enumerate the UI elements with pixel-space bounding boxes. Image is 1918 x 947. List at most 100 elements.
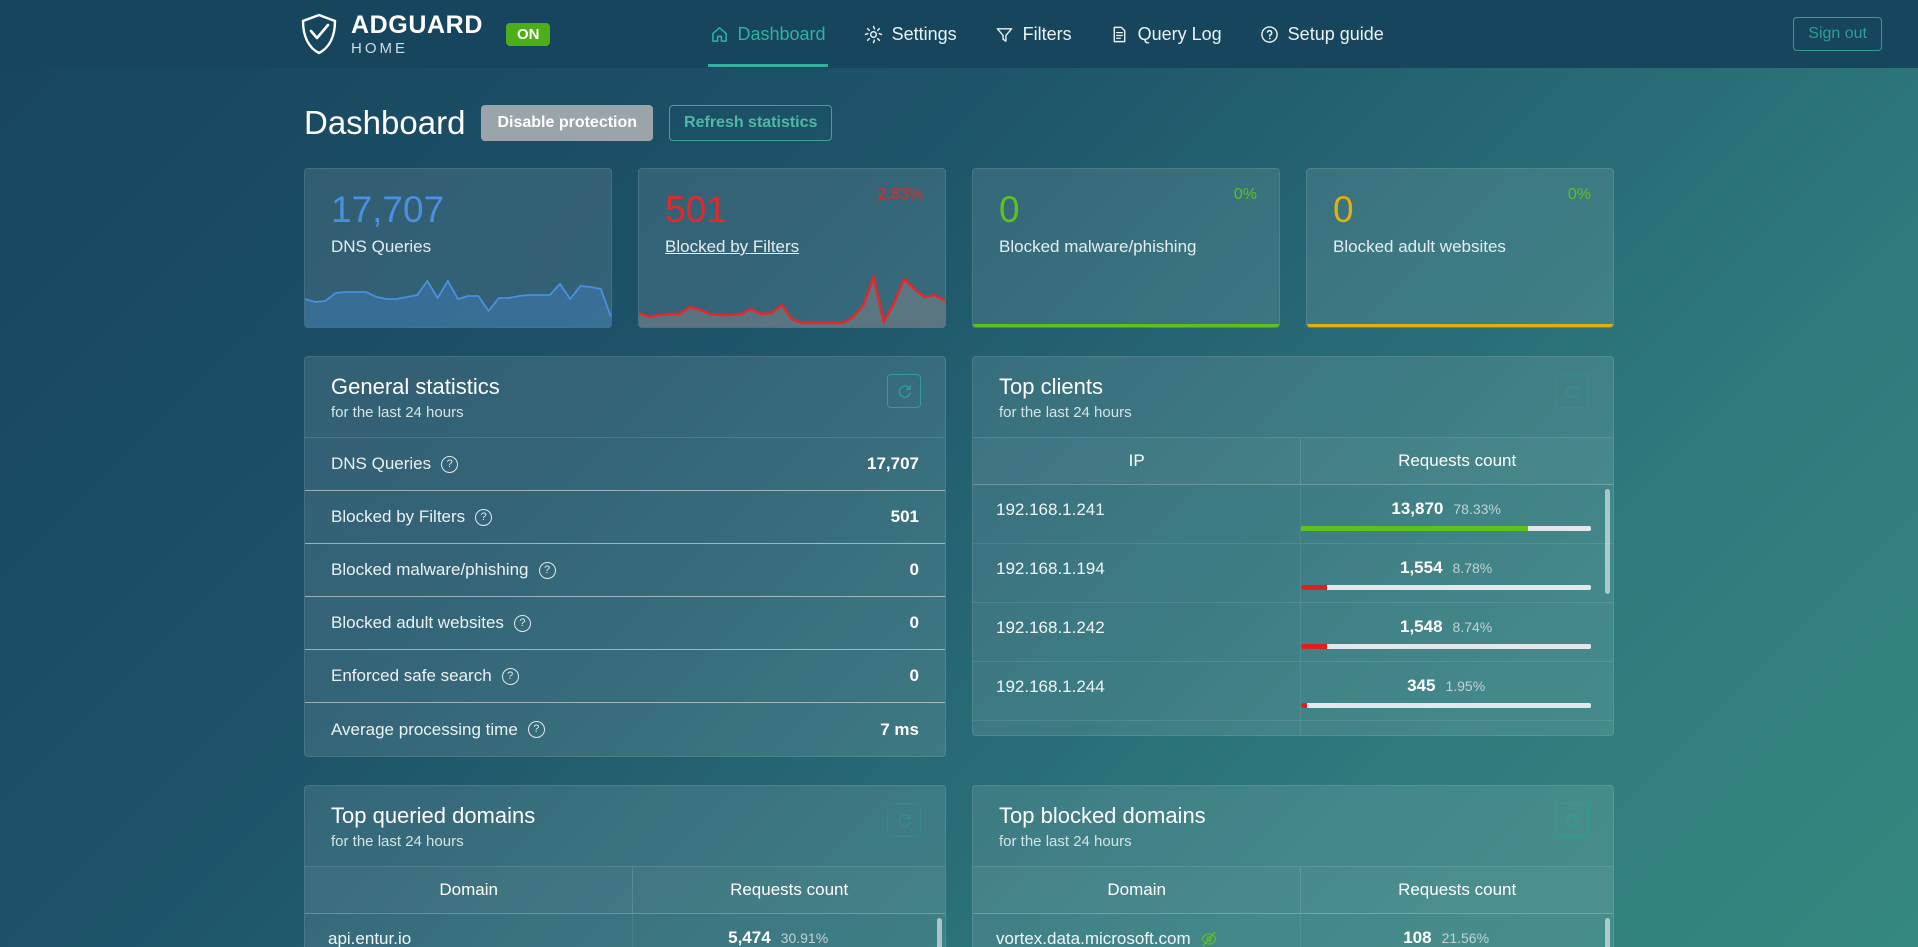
brand-subtitle: HOME [351, 39, 408, 57]
stat-card-blocked-malware[interactable]: 0% 0 Blocked malware/phishing [972, 168, 1280, 328]
general-statistics-panel: General statistics for the last 24 hours… [304, 356, 946, 757]
stat-row: Blocked by Filters? 501 [305, 491, 945, 544]
table-row[interactable]: 192.168.1.194 1,554 8.78% [973, 544, 1613, 603]
requests-count: 108 [1403, 928, 1432, 947]
nav-item-settings[interactable]: Settings [862, 2, 959, 67]
brand-logo[interactable]: ADGUARD HOME ON [300, 10, 551, 57]
refresh-top-queried-domains-button[interactable] [887, 803, 921, 837]
top-clients-panel: Top clients for the last 24 hours IP Req… [972, 356, 1614, 736]
column-header-requests-count[interactable]: Requests count [1300, 867, 1613, 913]
domain-name: vortex.data.microsoft.com [996, 929, 1191, 947]
panel-title: Top blocked domains [999, 803, 1206, 828]
table-scrollbar[interactable] [937, 918, 942, 947]
stat-card-value: 501 [665, 189, 727, 230]
refresh-icon [898, 384, 911, 398]
client-ip: 192.168.1.194 [996, 559, 1105, 578]
table-scrollbar[interactable] [1605, 489, 1610, 594]
stat-label: DNS Queries [331, 454, 432, 473]
column-header-requests-count[interactable]: Requests count [1300, 438, 1613, 484]
requests-percent: 8.78% [1452, 560, 1493, 576]
panel-header: General statistics for the last 24 hours [305, 357, 945, 438]
document-icon [1113, 26, 1126, 42]
client-ip: 192.168.1.244 [996, 677, 1105, 696]
stat-card-value: 17,707 [331, 189, 445, 230]
nav-item-query-log[interactable]: Query Log [1108, 2, 1224, 67]
top-navbar: ADGUARD HOME ON Dashboard Settings Filte… [0, 0, 1918, 68]
refresh-icon [898, 813, 911, 827]
table-row[interactable]: 192.168.1.242 1,548 8.74% [973, 603, 1613, 662]
stat-label: Enforced safe search [331, 666, 492, 685]
stat-card-label[interactable]: Blocked by Filters [665, 237, 800, 256]
column-header-ip[interactable]: IP [1128, 451, 1145, 470]
progress-bar [1301, 703, 1591, 708]
table-body: api.entur.io 5,474 30.91% [305, 914, 945, 947]
help-icon[interactable]: ? [527, 721, 545, 738]
requests-count: 13,870 [1391, 499, 1444, 518]
panel-header: Top queried domains for the last 24 hour… [305, 786, 945, 867]
requests-percent: 30.91% [780, 930, 829, 946]
page-content: Dashboard Disable protection Refresh sta… [0, 68, 1918, 947]
nav-item-setup-guide[interactable]: Setup guide [1258, 2, 1386, 67]
panel-title: Top queried domains [331, 803, 536, 828]
table-body: 192.168.1.241 13,870 78.33% 192.168.1.19… [973, 485, 1613, 735]
gear-icon [864, 25, 882, 43]
page-title: Dashboard [304, 104, 466, 141]
requests-count: 345 [1407, 676, 1436, 695]
table-header: Domain Requests count [305, 867, 945, 914]
nav-item-dashboard[interactable]: Dashboard [707, 2, 828, 67]
refresh-statistics-button[interactable]: Refresh statistics [669, 105, 833, 141]
table-row[interactable]: api.entur.io 5,474 30.91% [305, 914, 945, 947]
stat-card-blocked-adult[interactable]: 0% 0 Blocked adult websites [1306, 168, 1614, 328]
stat-row: Average processing time? 7 ms [305, 703, 945, 756]
stat-card-dns-queries[interactable]: 17,707 DNS Queries [304, 168, 612, 328]
stat-card-blocked-by-filters[interactable]: 2.83% 501 Blocked by Filters [638, 168, 946, 328]
eye-off-icon[interactable] [1200, 930, 1218, 947]
help-icon[interactable]: ? [441, 455, 459, 473]
help-icon[interactable]: ? [501, 667, 519, 685]
column-header-domain[interactable]: Domain [1107, 880, 1166, 899]
stat-card-label: DNS Queries [331, 237, 432, 256]
brand-name: ADGUARD [351, 10, 483, 39]
column-header-requests-count[interactable]: Requests count [632, 867, 945, 913]
top-queried-domains-panel: Top queried domains for the last 24 hour… [304, 785, 946, 947]
help-icon[interactable]: ? [513, 614, 531, 632]
stat-cards: 17,707 DNS Queries 2.83% 501 Blocked by … [304, 168, 1614, 328]
page-header: Dashboard Disable protection Refresh sta… [304, 104, 1614, 142]
stat-card-percent: 0% [1567, 186, 1591, 203]
refresh-top-clients-button[interactable] [1555, 374, 1589, 408]
client-ip: 192.168.1.241 [996, 500, 1105, 519]
requests-count: 1,554 [1400, 558, 1443, 577]
nav-links: Dashboard Settings Filters Query Log [707, 2, 1386, 67]
progress-bar [1301, 526, 1591, 531]
help-icon[interactable]: ? [538, 561, 556, 579]
stat-card-value: 0 [1333, 189, 1354, 230]
table-header: Domain Requests count [973, 867, 1613, 914]
disable-protection-button[interactable]: Disable protection [481, 105, 654, 141]
refresh-top-blocked-domains-button[interactable] [1555, 803, 1589, 837]
requests-count: 5,474 [728, 928, 771, 947]
stat-card-percent: 0% [1233, 186, 1257, 203]
table-row[interactable]: 192.168.1.244 345 1.95% [973, 662, 1613, 721]
stat-value: 501 [890, 507, 919, 526]
table-row[interactable]: vortex.data.microsoft.com 108 21.56% [973, 914, 1613, 947]
panel-title: General statistics [331, 374, 500, 399]
help-icon[interactable]: ? [475, 508, 493, 526]
table-scrollbar[interactable] [1605, 918, 1610, 947]
nav-label-dashboard: Dashboard [737, 23, 826, 44]
stat-card-label: Blocked malware/phishing [999, 237, 1197, 256]
refresh-general-statistics-button[interactable] [887, 374, 921, 408]
table-row[interactable]: 192.168.1.241 13,870 78.33% [973, 485, 1613, 544]
table-row[interactable]: 192.168.1.98 95 0.54% [973, 721, 1613, 735]
home-icon [711, 26, 727, 42]
nav-item-filters[interactable]: Filters [993, 2, 1074, 67]
sign-out-button[interactable]: Sign out [1793, 17, 1882, 51]
table-body: vortex.data.microsoft.com 108 21.56% [973, 914, 1613, 947]
column-header-domain[interactable]: Domain [439, 880, 498, 899]
domain-name: api.entur.io [328, 929, 412, 947]
stat-label: Blocked by Filters [331, 507, 466, 526]
funnel-icon [996, 27, 1012, 42]
stat-value: 7 ms [880, 719, 919, 739]
question-circle-icon [1260, 25, 1278, 43]
panel-header: Top blocked domains for the last 24 hour… [973, 786, 1613, 867]
panel-row-1: General statistics for the last 24 hours… [304, 356, 1614, 757]
